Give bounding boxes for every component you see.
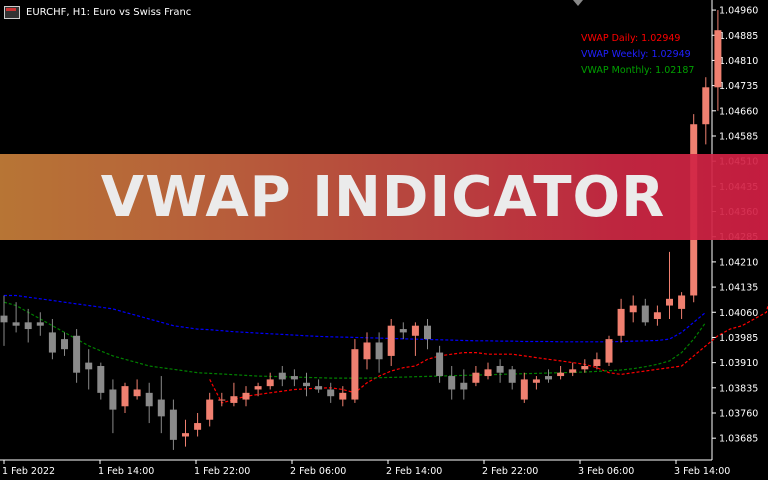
price-tick-label: 1.04585 [719,131,758,142]
candle-body [653,312,661,319]
candle-body [557,372,565,377]
candle-body [218,399,226,401]
time-tick-label: 2 Feb 14:00 [386,466,442,477]
price-tick-label: 1.04810 [719,56,758,67]
candle-body [532,379,540,383]
candle-body [73,335,81,373]
candle-body [327,389,335,397]
candle-body [194,423,202,430]
candle-body [12,322,20,326]
candle-body [61,339,68,350]
candle-body [617,308,625,336]
candle-body [581,365,589,370]
candle-body [121,386,129,407]
candle-body [254,386,262,390]
candle-body [230,396,238,403]
price-tick-label: 1.03685 [719,434,758,445]
candle-body [97,365,105,393]
banner-title: VWAP INDICATOR [100,164,666,230]
candle-body [36,322,44,326]
candle-body [399,329,407,333]
candle-body [315,386,323,390]
candle-body [496,365,504,373]
time-tick-label: 1 Feb 2022 [2,466,55,477]
candle-body [48,332,56,353]
candle-body [266,379,274,387]
time-tick-label: 1 Feb 14:00 [98,466,154,477]
candle-body [242,392,250,400]
candle-body [593,359,601,366]
chart-title-bar: EURCHF, H1: Euro vs Swiss Franc [4,4,191,20]
candle-body [24,322,32,330]
candle-body [569,369,577,373]
price-tick-label: 1.04960 [719,6,758,17]
candle-body [641,305,649,323]
legend-vwap-daily: VWAP Daily: 1.02949 [581,33,681,44]
candle-body [545,376,552,380]
candle-body [169,409,177,440]
time-tick-label: 1 Feb 22:00 [194,466,250,477]
candle-body [666,298,673,306]
candle-body [460,382,468,390]
price-tick-label: 1.04660 [719,106,758,117]
candle-body [375,342,383,360]
candle-body [133,389,141,397]
legend-vwap-monthly: VWAP Monthly: 1.02187 [581,65,695,76]
candle-body [206,399,214,420]
candle-body [145,392,153,407]
candle-body [303,382,310,387]
candle-body [605,339,613,363]
price-tick-label: 1.04060 [719,308,758,319]
chart-window-icon[interactable] [4,5,20,19]
candle-body [351,349,359,400]
price-tick-label: 1.04735 [719,81,758,92]
candle-body [629,305,637,313]
price-tick-label: 1.04135 [719,283,758,294]
candle-body [484,369,492,377]
price-tick-label: 1.04210 [719,257,758,268]
legend-vwap-weekly: VWAP Weekly: 1.02949 [581,49,691,60]
price-tick-label: 1.03760 [719,408,758,419]
time-tick-label: 3 Feb 14:00 [674,466,730,477]
candle-body [157,399,165,417]
vwap-line-vwap-weekly [4,294,707,343]
candle-body [182,433,189,437]
candle-body [714,30,722,88]
candle-body [85,362,93,370]
candle-body [678,295,686,309]
time-tick-label: 2 Feb 06:00 [290,466,346,477]
indicator-legend: VWAP Daily: 1.02949 VWAP Weekly: 1.02949… [581,31,694,79]
promo-banner: VWAP INDICATOR [0,154,768,240]
price-tick-label: 1.03835 [719,383,758,394]
candle-body [0,315,8,323]
candle-body [702,87,710,125]
candle-body [387,325,395,356]
time-tick-label: 2 Feb 22:00 [482,466,538,477]
price-tick-label: 1.03910 [719,358,758,369]
candle-body [472,372,480,383]
chart-shift-marker[interactable] [573,0,583,6]
candle-body [508,369,516,383]
candle-body [436,352,444,377]
candle-body [290,376,298,380]
chart-title: EURCHF, H1: Euro vs Swiss Franc [26,6,192,18]
candle-body [278,372,286,380]
time-tick-label: 3 Feb 06:00 [578,466,634,477]
price-tick-label: 1.03985 [719,333,758,344]
candle-body [448,376,456,390]
price-tick-label: 1.04885 [719,31,758,42]
candle-body [339,392,347,400]
candle-body [520,379,528,400]
candle-body [424,325,431,340]
candle-body [411,325,419,336]
candle-body [363,342,371,360]
candle-body [109,389,117,410]
